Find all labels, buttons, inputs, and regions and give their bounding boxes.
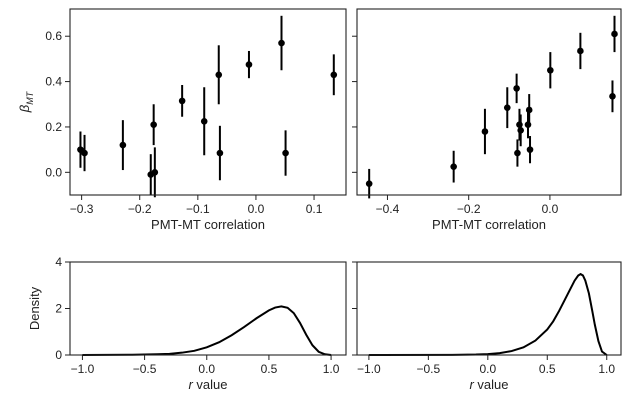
x-tick-label: −0.2 [128,202,152,216]
x-tick-label: 0.1 [306,202,323,216]
axes-frame [69,261,347,356]
x-tick-label: −0.4 [376,202,400,216]
x-axis-label-text: value [193,377,228,392]
axes-frame [69,8,347,196]
x-axis-label: PMT-MT correlation [151,217,265,232]
data-point [450,163,457,170]
data-point [200,117,208,125]
data-point [524,121,532,128]
x-tick-label: 0.0 [248,202,265,216]
x-axis-label: PMT-MT correlation [432,217,546,232]
density-curve [368,272,608,356]
data-point [119,141,127,149]
data-point [481,128,489,135]
y-tick-label: 0.4 [45,75,62,89]
y-tick-label: 0.0 [45,165,62,179]
x-axis-label: r value [188,377,227,392]
x-tick-label: 0.0 [198,362,215,376]
x-axis-label-variable: r [188,377,193,392]
data-point [178,97,186,105]
data-point [365,180,373,187]
data-point [517,127,524,134]
data-point [503,104,511,111]
data-point [151,169,159,176]
x-tick-label: 0.5 [261,362,278,376]
data-point [577,47,584,55]
data-point [516,121,523,128]
data-point [330,71,338,79]
x-tick-label: 1.0 [323,362,340,376]
y-tick-label: 2 [55,302,62,316]
x-axis-label-variable: r [469,377,474,392]
x-tick-label: 1.0 [598,362,615,376]
axes-frame [356,8,622,196]
y-tick-label: 0.2 [45,120,62,134]
data-point [282,149,289,157]
x-tick-label: 0.0 [542,202,559,216]
density-panel-left: −1.0 −0.5 0.0 0.5 1.0 0 2 4 r value Density [27,255,347,392]
density-curve [82,305,332,356]
data-point [547,66,554,74]
y-axis-label: βMT [17,90,35,113]
x-axis-label-text: value [474,377,509,392]
x-tick-label: −0.5 [133,362,157,376]
density-panel-right: −1.0 −0.5 0.0 0.5 1.0 r value [352,261,622,392]
x-tick-label: −0.1 [186,202,210,216]
y-tick-label: 0.6 [45,29,62,43]
x-tick-label: −1.0 [71,362,95,376]
data-point [609,93,616,100]
data-point [278,39,285,47]
data-point [245,61,253,68]
data-point [216,149,224,157]
y-tick-label: 0 [55,348,62,362]
data-point [526,146,534,153]
x-tick-label: 0.5 [539,362,556,376]
y-axis-label: Density [27,286,42,330]
y-axis-label-subscript: MT [25,90,35,104]
data-point [81,149,88,157]
scatter-panel-left: −0.3 −0.2 −0.1 0.0 0.1 0.0 0.2 0.4 0.6 PMT-MT cor… [17,8,347,232]
data-point [215,71,223,79]
axes-frame [356,261,622,356]
data-point [150,121,157,128]
x-tick-label: −0.2 [457,202,481,216]
y-axis-label-symbol: β [17,104,32,113]
x-tick-label: −1.0 [357,362,381,376]
data-point [513,85,520,92]
data-point [611,30,618,38]
x-axis-label: r value [469,377,508,392]
x-tick-label: −0.5 [416,362,440,376]
data-point [514,149,521,157]
x-tick-label: −0.3 [70,202,94,216]
x-tick-label: 0.0 [479,362,496,376]
data-point [525,106,533,114]
y-tick-label: 4 [55,255,62,269]
